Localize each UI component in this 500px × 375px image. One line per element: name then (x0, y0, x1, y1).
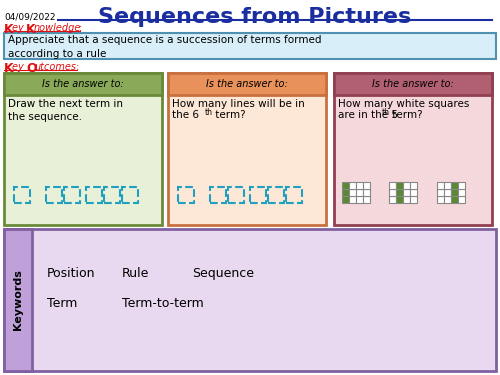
Bar (396, 196, 403, 203)
Text: 04/09/2022: 04/09/2022 (4, 12, 56, 21)
Bar (356, 182, 363, 189)
Bar (64, 187, 80, 203)
FancyBboxPatch shape (4, 229, 496, 371)
Bar (228, 187, 244, 203)
Bar (286, 187, 302, 203)
Bar (363, 182, 370, 189)
Text: K: K (4, 23, 14, 36)
Bar (437, 189, 444, 196)
Text: nowledge: nowledge (34, 23, 82, 33)
Text: K: K (26, 23, 36, 36)
Text: ey: ey (12, 23, 27, 33)
Text: How many lines will be in: How many lines will be in (172, 99, 305, 109)
Bar (444, 189, 451, 196)
Text: term?: term? (212, 110, 246, 120)
FancyBboxPatch shape (168, 73, 326, 95)
Bar (46, 187, 62, 203)
Bar (444, 196, 451, 203)
Bar (458, 182, 465, 189)
Bar (210, 187, 226, 203)
Bar (268, 187, 284, 203)
Text: Term: Term (47, 297, 78, 310)
Bar (451, 196, 458, 203)
Bar (104, 187, 120, 203)
Bar (451, 189, 458, 196)
Text: the 6: the 6 (172, 110, 199, 120)
FancyBboxPatch shape (334, 73, 492, 225)
Text: Position: Position (47, 267, 96, 280)
Bar (389, 196, 396, 203)
Text: How many white squares: How many white squares (338, 99, 469, 109)
Bar (410, 196, 417, 203)
Bar (437, 196, 444, 203)
Bar (349, 182, 356, 189)
Text: Is the answer to:: Is the answer to: (372, 79, 454, 89)
FancyBboxPatch shape (4, 33, 496, 59)
FancyBboxPatch shape (334, 73, 492, 95)
Bar (349, 196, 356, 203)
Bar (178, 187, 194, 203)
Bar (122, 187, 138, 203)
Text: ey: ey (12, 62, 27, 72)
Text: Sequences from Pictures: Sequences from Pictures (98, 7, 411, 27)
FancyBboxPatch shape (4, 73, 162, 225)
Bar (342, 196, 349, 203)
Bar (14, 187, 30, 203)
Bar (250, 187, 266, 203)
Bar (403, 196, 410, 203)
Text: according to a rule: according to a rule (8, 49, 106, 59)
Bar (396, 182, 403, 189)
Text: th: th (382, 108, 390, 117)
Text: are in the 5: are in the 5 (338, 110, 398, 120)
Text: Term-to-term: Term-to-term (122, 297, 204, 310)
Text: Draw the next term in
the sequence.: Draw the next term in the sequence. (8, 99, 123, 122)
Bar (389, 189, 396, 196)
Bar (451, 182, 458, 189)
Text: K: K (4, 62, 14, 75)
Bar (444, 182, 451, 189)
Text: O: O (26, 62, 36, 75)
Bar (363, 189, 370, 196)
Bar (349, 189, 356, 196)
Bar (356, 189, 363, 196)
Bar (363, 196, 370, 203)
Text: Appreciate that a sequence is a succession of terms formed: Appreciate that a sequence is a successi… (8, 35, 322, 45)
Text: Sequence: Sequence (192, 267, 254, 280)
Bar (437, 182, 444, 189)
Bar (403, 189, 410, 196)
FancyBboxPatch shape (4, 229, 32, 371)
FancyBboxPatch shape (4, 73, 162, 95)
Text: term?: term? (389, 110, 422, 120)
Text: Rule: Rule (122, 267, 150, 280)
Bar (86, 187, 102, 203)
Text: :: : (79, 23, 82, 33)
Bar (403, 182, 410, 189)
Text: Is the answer to:: Is the answer to: (42, 79, 124, 89)
Bar (342, 189, 349, 196)
Bar (410, 182, 417, 189)
Bar (389, 182, 396, 189)
Text: th: th (205, 108, 213, 117)
Text: Is the answer to:: Is the answer to: (206, 79, 288, 89)
Text: :: : (76, 62, 79, 72)
Bar (458, 196, 465, 203)
Bar (410, 189, 417, 196)
FancyBboxPatch shape (168, 73, 326, 225)
Bar (356, 196, 363, 203)
Bar (396, 189, 403, 196)
Text: Keywords: Keywords (13, 270, 23, 330)
Bar (342, 182, 349, 189)
Bar (458, 189, 465, 196)
Text: utcomes: utcomes (34, 62, 76, 72)
